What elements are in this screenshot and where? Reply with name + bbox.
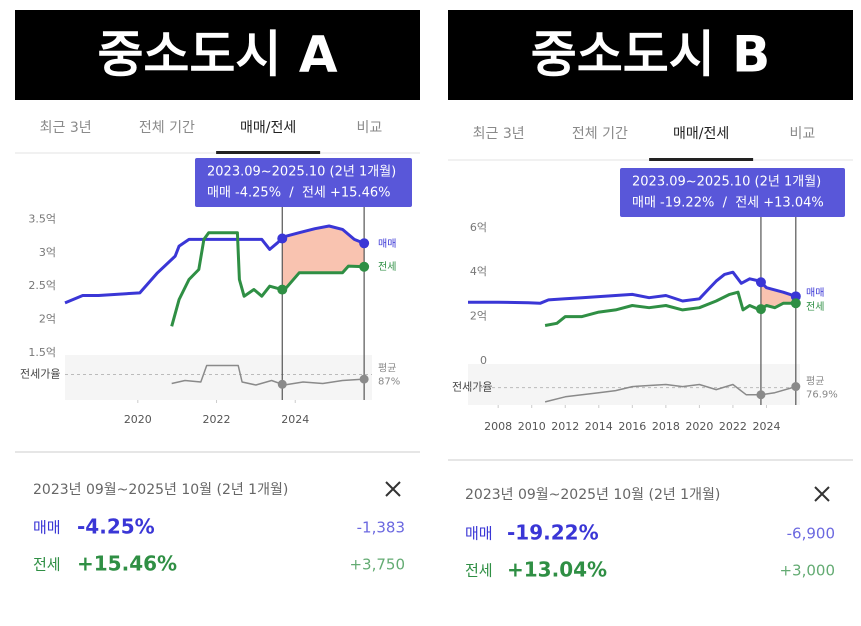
x-tick-label: 2022 bbox=[203, 413, 231, 426]
ratio-dot bbox=[756, 390, 766, 400]
tab[interactable]: 비교 bbox=[789, 126, 815, 142]
tab[interactable]: 매매/전세 bbox=[240, 120, 296, 136]
banner bbox=[15, 10, 420, 100]
highlight-dot bbox=[755, 277, 766, 288]
close-button[interactable] bbox=[814, 486, 830, 502]
summary-change: +15.46% bbox=[77, 552, 177, 576]
x-tick-label: 2014 bbox=[585, 420, 613, 433]
tooltip-change: 매매 -19.22% / 전세 +13.04% bbox=[632, 196, 824, 211]
series-line bbox=[170, 231, 367, 327]
highlight-dot bbox=[359, 261, 370, 272]
ratio-line bbox=[544, 383, 797, 403]
ratio-dot bbox=[791, 382, 801, 392]
ratio-dot bbox=[359, 374, 369, 384]
tooltip bbox=[195, 158, 412, 207]
y-tick-label: 4억 bbox=[470, 265, 487, 278]
legend-label: 전세 bbox=[378, 261, 396, 273]
x-tick-label: 2024 bbox=[281, 413, 309, 426]
summary-label: 전세 bbox=[465, 562, 493, 580]
y-tick-label: 3.5억 bbox=[28, 212, 56, 225]
x-tick-label: 2010 bbox=[518, 420, 546, 433]
summary-label: 매매 bbox=[465, 525, 493, 543]
legend-label: 매매 bbox=[806, 287, 824, 299]
x-tick-label: 2020 bbox=[124, 413, 152, 426]
series-line bbox=[468, 270, 798, 305]
ratio-label: 전세가율 bbox=[452, 381, 492, 394]
y-tick-label: 0 bbox=[480, 354, 487, 367]
highlight-dot bbox=[359, 238, 370, 249]
x-tick-label: 2012 bbox=[551, 420, 579, 433]
x-tick-label: 2024 bbox=[752, 420, 780, 433]
highlight-dot bbox=[277, 233, 288, 244]
tab-underline bbox=[216, 151, 321, 154]
summary-amount: +3,750 bbox=[349, 556, 405, 574]
ratio-average-name: 평균 bbox=[378, 363, 396, 375]
legend-label: 전세 bbox=[806, 301, 824, 313]
summary-period: 2023년 09월~2025년 10월 (2년 1개월) bbox=[33, 482, 288, 498]
legend-label: 매매 bbox=[378, 238, 396, 250]
ratio-average-value: 87% bbox=[378, 377, 400, 388]
tab[interactable]: 최근 3년 bbox=[40, 120, 92, 136]
tooltip bbox=[620, 168, 845, 217]
highlight-dot bbox=[790, 298, 801, 309]
ratio-label: 전세가율 bbox=[20, 368, 60, 381]
highlight-dot bbox=[277, 284, 288, 295]
summary-label: 전세 bbox=[33, 556, 61, 574]
x-tick-label: 2022 bbox=[719, 420, 747, 433]
y-tick-label: 6억 bbox=[470, 221, 487, 234]
y-tick-label: 2.5억 bbox=[28, 279, 56, 292]
ratio-average-value: 76.9% bbox=[806, 390, 838, 401]
x-tick-label: 2020 bbox=[685, 420, 713, 433]
y-tick-label: 3억 bbox=[39, 246, 56, 259]
ratio-dot bbox=[277, 379, 287, 389]
x-tick-label: 2018 bbox=[652, 420, 680, 433]
tab[interactable]: 최근 3년 bbox=[473, 126, 525, 142]
ratio-band bbox=[65, 355, 372, 400]
summary-amount: -1,383 bbox=[357, 519, 405, 537]
summary-period: 2023년 09월~2025년 10월 (2년 1개월) bbox=[465, 487, 720, 503]
highlight-dot bbox=[755, 304, 766, 315]
ratio-average-name: 평균 bbox=[806, 376, 824, 388]
banner-title: 중소도시 A bbox=[97, 26, 337, 84]
summary-label: 매매 bbox=[33, 519, 61, 537]
ratio-line bbox=[171, 364, 367, 386]
tooltip-change: 매매 -4.25% / 전세 +15.46% bbox=[207, 186, 390, 201]
tab-underline bbox=[649, 158, 754, 161]
tooltip-period: 2023.09~2025.10 (2년 1개월) bbox=[207, 165, 396, 180]
x-tick-label: 2016 bbox=[618, 420, 646, 433]
series-line bbox=[64, 224, 367, 305]
summary-change: +13.04% bbox=[507, 558, 607, 582]
tooltip-period: 2023.09~2025.10 (2년 1개월) bbox=[632, 175, 821, 190]
tab[interactable]: 비교 bbox=[356, 120, 382, 136]
summary-amount: -6,900 bbox=[787, 525, 835, 543]
highlight-fill bbox=[282, 226, 365, 291]
banner-title: 중소도시 B bbox=[531, 26, 771, 84]
y-tick-label: 2억 bbox=[39, 313, 56, 326]
summary-change: -19.22% bbox=[507, 521, 599, 545]
banner bbox=[448, 10, 853, 100]
tab[interactable]: 매매/전세 bbox=[673, 126, 729, 142]
summary-amount: +3,000 bbox=[779, 562, 835, 580]
summary-change: -4.25% bbox=[77, 515, 155, 539]
x-tick-label: 2008 bbox=[484, 420, 512, 433]
highlight-dot bbox=[790, 291, 801, 302]
y-tick-label: 2억 bbox=[470, 310, 487, 323]
tab[interactable]: 전체 기간 bbox=[139, 120, 195, 136]
close-button[interactable] bbox=[385, 481, 401, 497]
tab[interactable]: 전체 기간 bbox=[572, 126, 628, 142]
y-tick-label: 1.5억 bbox=[28, 346, 56, 359]
ratio-band bbox=[468, 364, 800, 405]
